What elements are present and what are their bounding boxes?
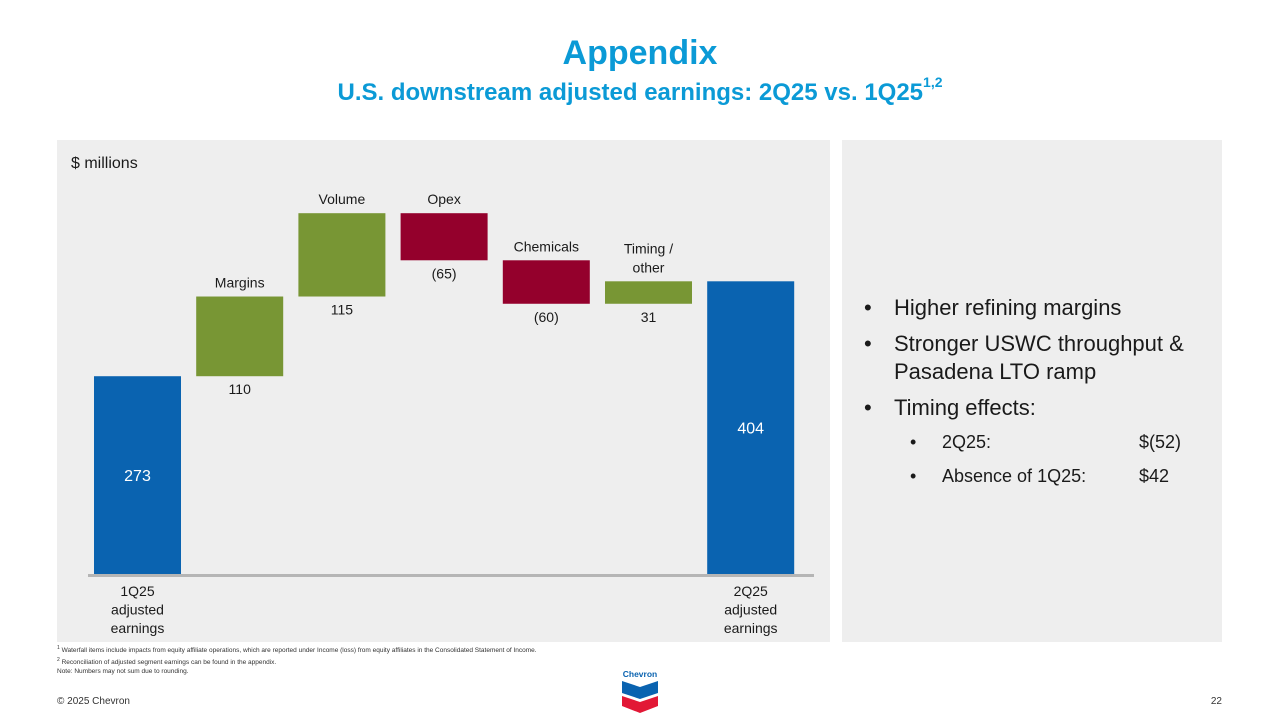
subtitle-text: U.S. downstream adjusted earnings: 2Q25 … [337,79,924,106]
sub-bullet-value: $(52) [1139,432,1182,452]
data-label-2q25-adjusted-earnings: 404 [737,421,764,438]
data-label-chemicals: (60) [534,309,559,325]
bar-margins [196,296,284,377]
page-title: Appendix [562,34,718,72]
category-label-timing-other: other [633,259,665,275]
data-label-1q25-adjusted-earnings: 273 [124,468,151,485]
data-label-margins: 110 [229,381,252,397]
copyright: © 2025 Chevron [57,696,130,707]
footnotes: 1 Waterfall items include impacts from e… [57,644,537,677]
subtitle-footnote-ref: 1,2 [923,74,943,90]
bullet-timing: Timing effects: [864,394,1214,422]
bullet-throughput: Stronger USWC throughput & Pasadena LTO … [864,330,1214,386]
data-label-volume: 115 [331,302,354,318]
sub-bullet-2q25: 2Q25: $(52) [864,430,1214,454]
page-subtitle: U.S. downstream adjusted earnings: 2Q25 … [0,74,1280,107]
footnote-note: Note: Numbers may not sum due to roundin… [57,668,189,676]
category-label-chemicals: Chemicals [514,238,579,254]
chevron-logo: Chevron [622,669,658,713]
bar-1q25-adjusted-earnings [94,376,181,574]
bar-volume [298,213,386,297]
data-label-opex: (65) [432,265,457,281]
footnote-1: 1 Waterfall items include impacts from e… [57,645,537,655]
sub-bullet-value: $42 [1139,466,1170,486]
category-label-2q25-adjusted-earnings: 2Q25 [734,583,768,599]
category-label-1q25-adjusted-earnings: earnings [111,620,165,636]
category-label-volume: Volume [319,191,366,207]
key-points-list: Higher refining margins Stronger USWC th… [864,294,1214,498]
page-number: 22 [1210,696,1222,707]
category-label-1q25-adjusted-earnings: adjusted [111,602,164,618]
category-label-2q25-adjusted-earnings: adjusted [724,602,777,618]
bar-chemicals [502,260,590,304]
sub-bullet-1q25: Absence of 1Q25: $42 [864,464,1214,488]
svg-text:Chevron: Chevron [623,669,657,679]
category-label-timing-other: Timing / [624,240,673,256]
bar-opex [400,213,488,261]
bar-2q25-adjusted-earnings [707,281,795,574]
chart-unit-label: $ millions [71,155,138,172]
category-label-2q25-adjusted-earnings: earnings [724,620,778,636]
category-label-1q25-adjusted-earnings: 1Q25 [120,583,154,599]
category-label-margins: Margins [215,275,265,291]
category-label-opex: Opex [427,191,460,207]
sub-bullet-label: Absence of 1Q25: [942,466,1087,486]
bullet-margins: Higher refining margins [864,294,1214,322]
side-panel [842,140,1222,642]
bar-timing-other [605,281,692,304]
sub-bullet-label: 2Q25: [942,432,992,452]
data-label-timing-other: 31 [641,309,657,325]
footnote-2: 2 Reconciliation of adjusted segment ear… [57,656,277,666]
